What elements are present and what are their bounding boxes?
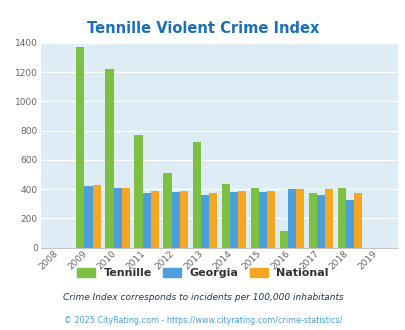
Bar — [258, 192, 266, 248]
Bar — [316, 195, 324, 248]
Bar — [179, 190, 188, 248]
Bar — [192, 142, 200, 248]
Legend: Tennille, Georgia, National: Tennille, Georgia, National — [74, 265, 331, 282]
Bar — [295, 189, 303, 248]
Text: Crime Index corresponds to incidents per 100,000 inhabitants: Crime Index corresponds to incidents per… — [62, 292, 343, 302]
Bar — [76, 47, 84, 248]
Bar — [150, 190, 158, 248]
Bar — [84, 186, 92, 248]
Bar — [337, 187, 345, 248]
Bar — [92, 185, 100, 248]
Bar — [163, 173, 171, 248]
Bar — [171, 192, 179, 248]
Bar — [229, 192, 237, 248]
Bar — [266, 190, 274, 248]
Bar — [221, 184, 229, 248]
Bar — [142, 193, 150, 248]
Bar — [308, 193, 316, 248]
Bar — [105, 69, 113, 248]
Bar — [237, 191, 245, 248]
Bar — [122, 187, 130, 248]
Bar — [287, 189, 295, 248]
Bar — [324, 189, 332, 248]
Bar — [353, 193, 361, 248]
Bar — [208, 193, 216, 248]
Text: Tennille Violent Crime Index: Tennille Violent Crime Index — [87, 21, 318, 36]
Bar — [345, 200, 353, 248]
Bar — [250, 188, 258, 248]
Bar — [279, 231, 287, 248]
Bar — [134, 135, 142, 248]
Text: © 2025 CityRating.com - https://www.cityrating.com/crime-statistics/: © 2025 CityRating.com - https://www.city… — [64, 315, 341, 325]
Bar — [113, 188, 121, 248]
Bar — [200, 195, 208, 248]
